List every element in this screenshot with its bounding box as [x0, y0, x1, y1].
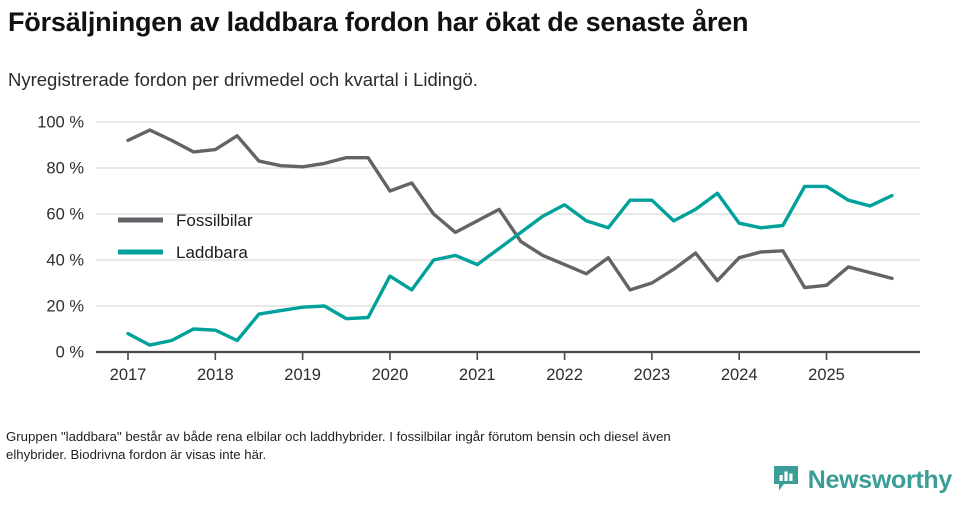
brand-name: Newsworthy [807, 466, 953, 494]
x-axis-tick-label: 2021 [459, 366, 496, 384]
newsworthy-brand[interactable]: Newsworthy [771, 463, 952, 497]
y-axis-tick-label: 80 % [46, 160, 84, 178]
legend-label-laddbara: Laddbara [176, 243, 248, 262]
bar-chart-speech-bubble-icon [771, 463, 801, 498]
x-axis-tick-label: 2019 [284, 366, 321, 384]
x-axis-tick-label: 2023 [634, 366, 671, 384]
y-axis-tick-label: 20 % [46, 298, 84, 316]
y-axis-tick-label: 60 % [46, 206, 84, 224]
series-line-laddbara [126, 184, 894, 347]
chart-footnote: Gruppen "laddbara" består av både rena e… [6, 428, 906, 463]
x-axis-tick-label: 2024 [721, 366, 758, 384]
y-axis-labels-group: 0 % 20 % 40 % 60 % 80 % 100 % [37, 114, 84, 362]
x-axis-labels-group: 2017 2018 2019 2020 2021 2022 2023 2024 2025 [110, 366, 845, 384]
legend-label-fossil: Fossilbilar [176, 211, 253, 230]
data-series-group [126, 128, 894, 347]
footnote-line-1: Gruppen "laddbara" består av både rena e… [6, 429, 671, 444]
chart-legend: Fossilbilar Laddbara [118, 211, 253, 262]
chart-plot-area: 0 % 20 % 40 % 60 % 80 % 100 % 2017 2018 2019 202… [0, 105, 960, 395]
x-axis-tick-label: 2020 [372, 366, 409, 384]
x-axis-tick-label: 2022 [546, 366, 583, 384]
footnote-line-2: elhybrider. Biodrivna fordon är visas in… [6, 446, 267, 462]
x-axis-tick-label: 2025 [808, 366, 845, 384]
x-axis-ticks-group [127, 352, 828, 360]
y-axis-tick-label: 100 % [37, 114, 84, 132]
y-axis-tick-label: 0 % [56, 344, 85, 362]
y-axis-tick-label: 40 % [46, 252, 84, 270]
line-chart-svg: 0 % 20 % 40 % 60 % 80 % 100 % 2017 2018 2019 202… [37, 114, 920, 384]
page-title: Försäljningen av laddbara fordon har öka… [8, 7, 749, 37]
x-axis-tick-label: 2017 [110, 366, 147, 384]
gridlines-group [96, 121, 920, 307]
chart-subtitle: Nyregistrerade fordon per drivmedel och … [8, 69, 478, 90]
x-axis-tick-label: 2018 [197, 366, 234, 384]
series-line-fossilbilar [126, 128, 894, 292]
